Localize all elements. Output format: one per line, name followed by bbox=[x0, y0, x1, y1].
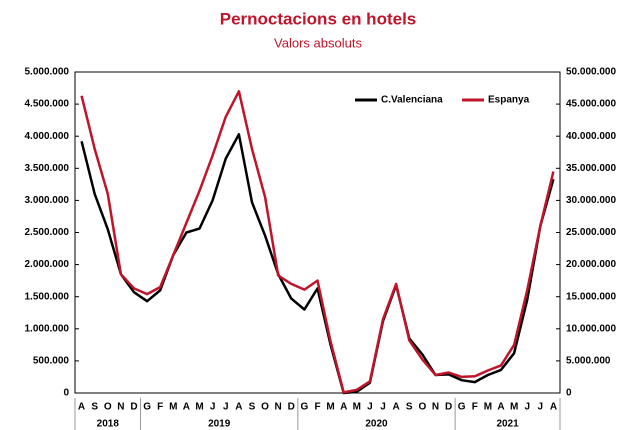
y-tick-label: 20.000.000 bbox=[566, 259, 616, 270]
x-tick-label: O bbox=[418, 402, 426, 413]
x-tick-label: M bbox=[195, 402, 203, 413]
x-group-label: 2018 bbox=[97, 419, 120, 430]
x-tick-label: M bbox=[484, 402, 492, 413]
x-tick-label: J bbox=[380, 402, 386, 413]
legend-label: C.Valenciana bbox=[381, 95, 443, 106]
chart-title: Pernoctacions en hotels bbox=[220, 9, 417, 28]
x-tick-label: O bbox=[261, 402, 269, 413]
y-tick-label: 10.000.000 bbox=[566, 323, 616, 334]
x-tick-label: G bbox=[301, 402, 309, 413]
y-tick-label: 3.000.000 bbox=[25, 195, 70, 206]
x-tick-label: S bbox=[249, 402, 256, 413]
series-line bbox=[80, 133, 555, 395]
y-tick-label: 500.000 bbox=[33, 356, 70, 367]
x-tick-label: N bbox=[432, 402, 439, 413]
y-tick-label: 0 bbox=[566, 388, 572, 399]
y-tick-label: 35.000.000 bbox=[566, 163, 616, 174]
x-group-label: 2020 bbox=[365, 419, 388, 430]
x-tick-label: N bbox=[275, 402, 282, 413]
y-tick-label: 4.500.000 bbox=[25, 99, 70, 110]
x-tick-label: N bbox=[117, 402, 124, 413]
x-tick-label: M bbox=[169, 402, 177, 413]
x-group-label: 2019 bbox=[208, 419, 231, 430]
x-tick-label: J bbox=[524, 402, 530, 413]
x-tick-label: D bbox=[288, 402, 295, 413]
x-tick-label: A bbox=[393, 402, 400, 413]
x-tick-label: A bbox=[550, 402, 557, 413]
series-line bbox=[80, 90, 555, 394]
x-tick-label: A bbox=[235, 402, 242, 413]
x-tick-label: F bbox=[472, 402, 478, 413]
x-tick-label: F bbox=[157, 402, 163, 413]
x-tick-label: A bbox=[183, 402, 190, 413]
x-tick-label: J bbox=[367, 402, 373, 413]
x-tick-label: A bbox=[340, 402, 347, 413]
y-tick-label: 3.500.000 bbox=[25, 163, 70, 174]
x-tick-label: J bbox=[210, 402, 216, 413]
x-tick-label: M bbox=[326, 402, 334, 413]
x-tick-label: O bbox=[104, 402, 112, 413]
x-group-label: 2021 bbox=[496, 419, 519, 430]
x-tick-label: A bbox=[78, 402, 85, 413]
y-tick-label: 50.000.000 bbox=[566, 67, 616, 78]
x-tick-label: A bbox=[497, 402, 504, 413]
chart-subtitle: Valors absoluts bbox=[274, 35, 362, 50]
x-tick-label: S bbox=[91, 402, 98, 413]
y-tick-label: 30.000.000 bbox=[566, 195, 616, 206]
x-tick-label: D bbox=[445, 402, 452, 413]
x-tick-label: M bbox=[353, 402, 361, 413]
y-tick-label: 2.500.000 bbox=[25, 227, 70, 238]
y-tick-label: 25.000.000 bbox=[566, 227, 616, 238]
y-tick-label: 4.000.000 bbox=[25, 131, 70, 142]
y-tick-label: 15.000.000 bbox=[566, 291, 616, 302]
y-tick-label: 40.000.000 bbox=[566, 131, 616, 142]
y-tick-label: 1.500.000 bbox=[25, 291, 70, 302]
x-tick-label: S bbox=[406, 402, 413, 413]
x-tick-label: D bbox=[130, 402, 137, 413]
x-tick-label: M bbox=[510, 402, 518, 413]
y-tick-label: 45.000.000 bbox=[566, 99, 616, 110]
x-tick-label: G bbox=[143, 402, 151, 413]
x-tick-label: F bbox=[314, 402, 320, 413]
x-tick-label: G bbox=[458, 402, 466, 413]
x-tick-label: J bbox=[223, 402, 229, 413]
x-tick-label: J bbox=[538, 402, 544, 413]
y-tick-label: 2.000.000 bbox=[25, 259, 70, 270]
y-tick-label: 1.000.000 bbox=[25, 323, 70, 334]
plot-frame bbox=[74, 71, 561, 394]
y-tick-label: 0 bbox=[63, 388, 69, 399]
legend-label: Espanya bbox=[488, 95, 530, 106]
y-tick-label: 5.000.000 bbox=[566, 356, 611, 367]
y-tick-label: 5.000.000 bbox=[25, 67, 70, 78]
